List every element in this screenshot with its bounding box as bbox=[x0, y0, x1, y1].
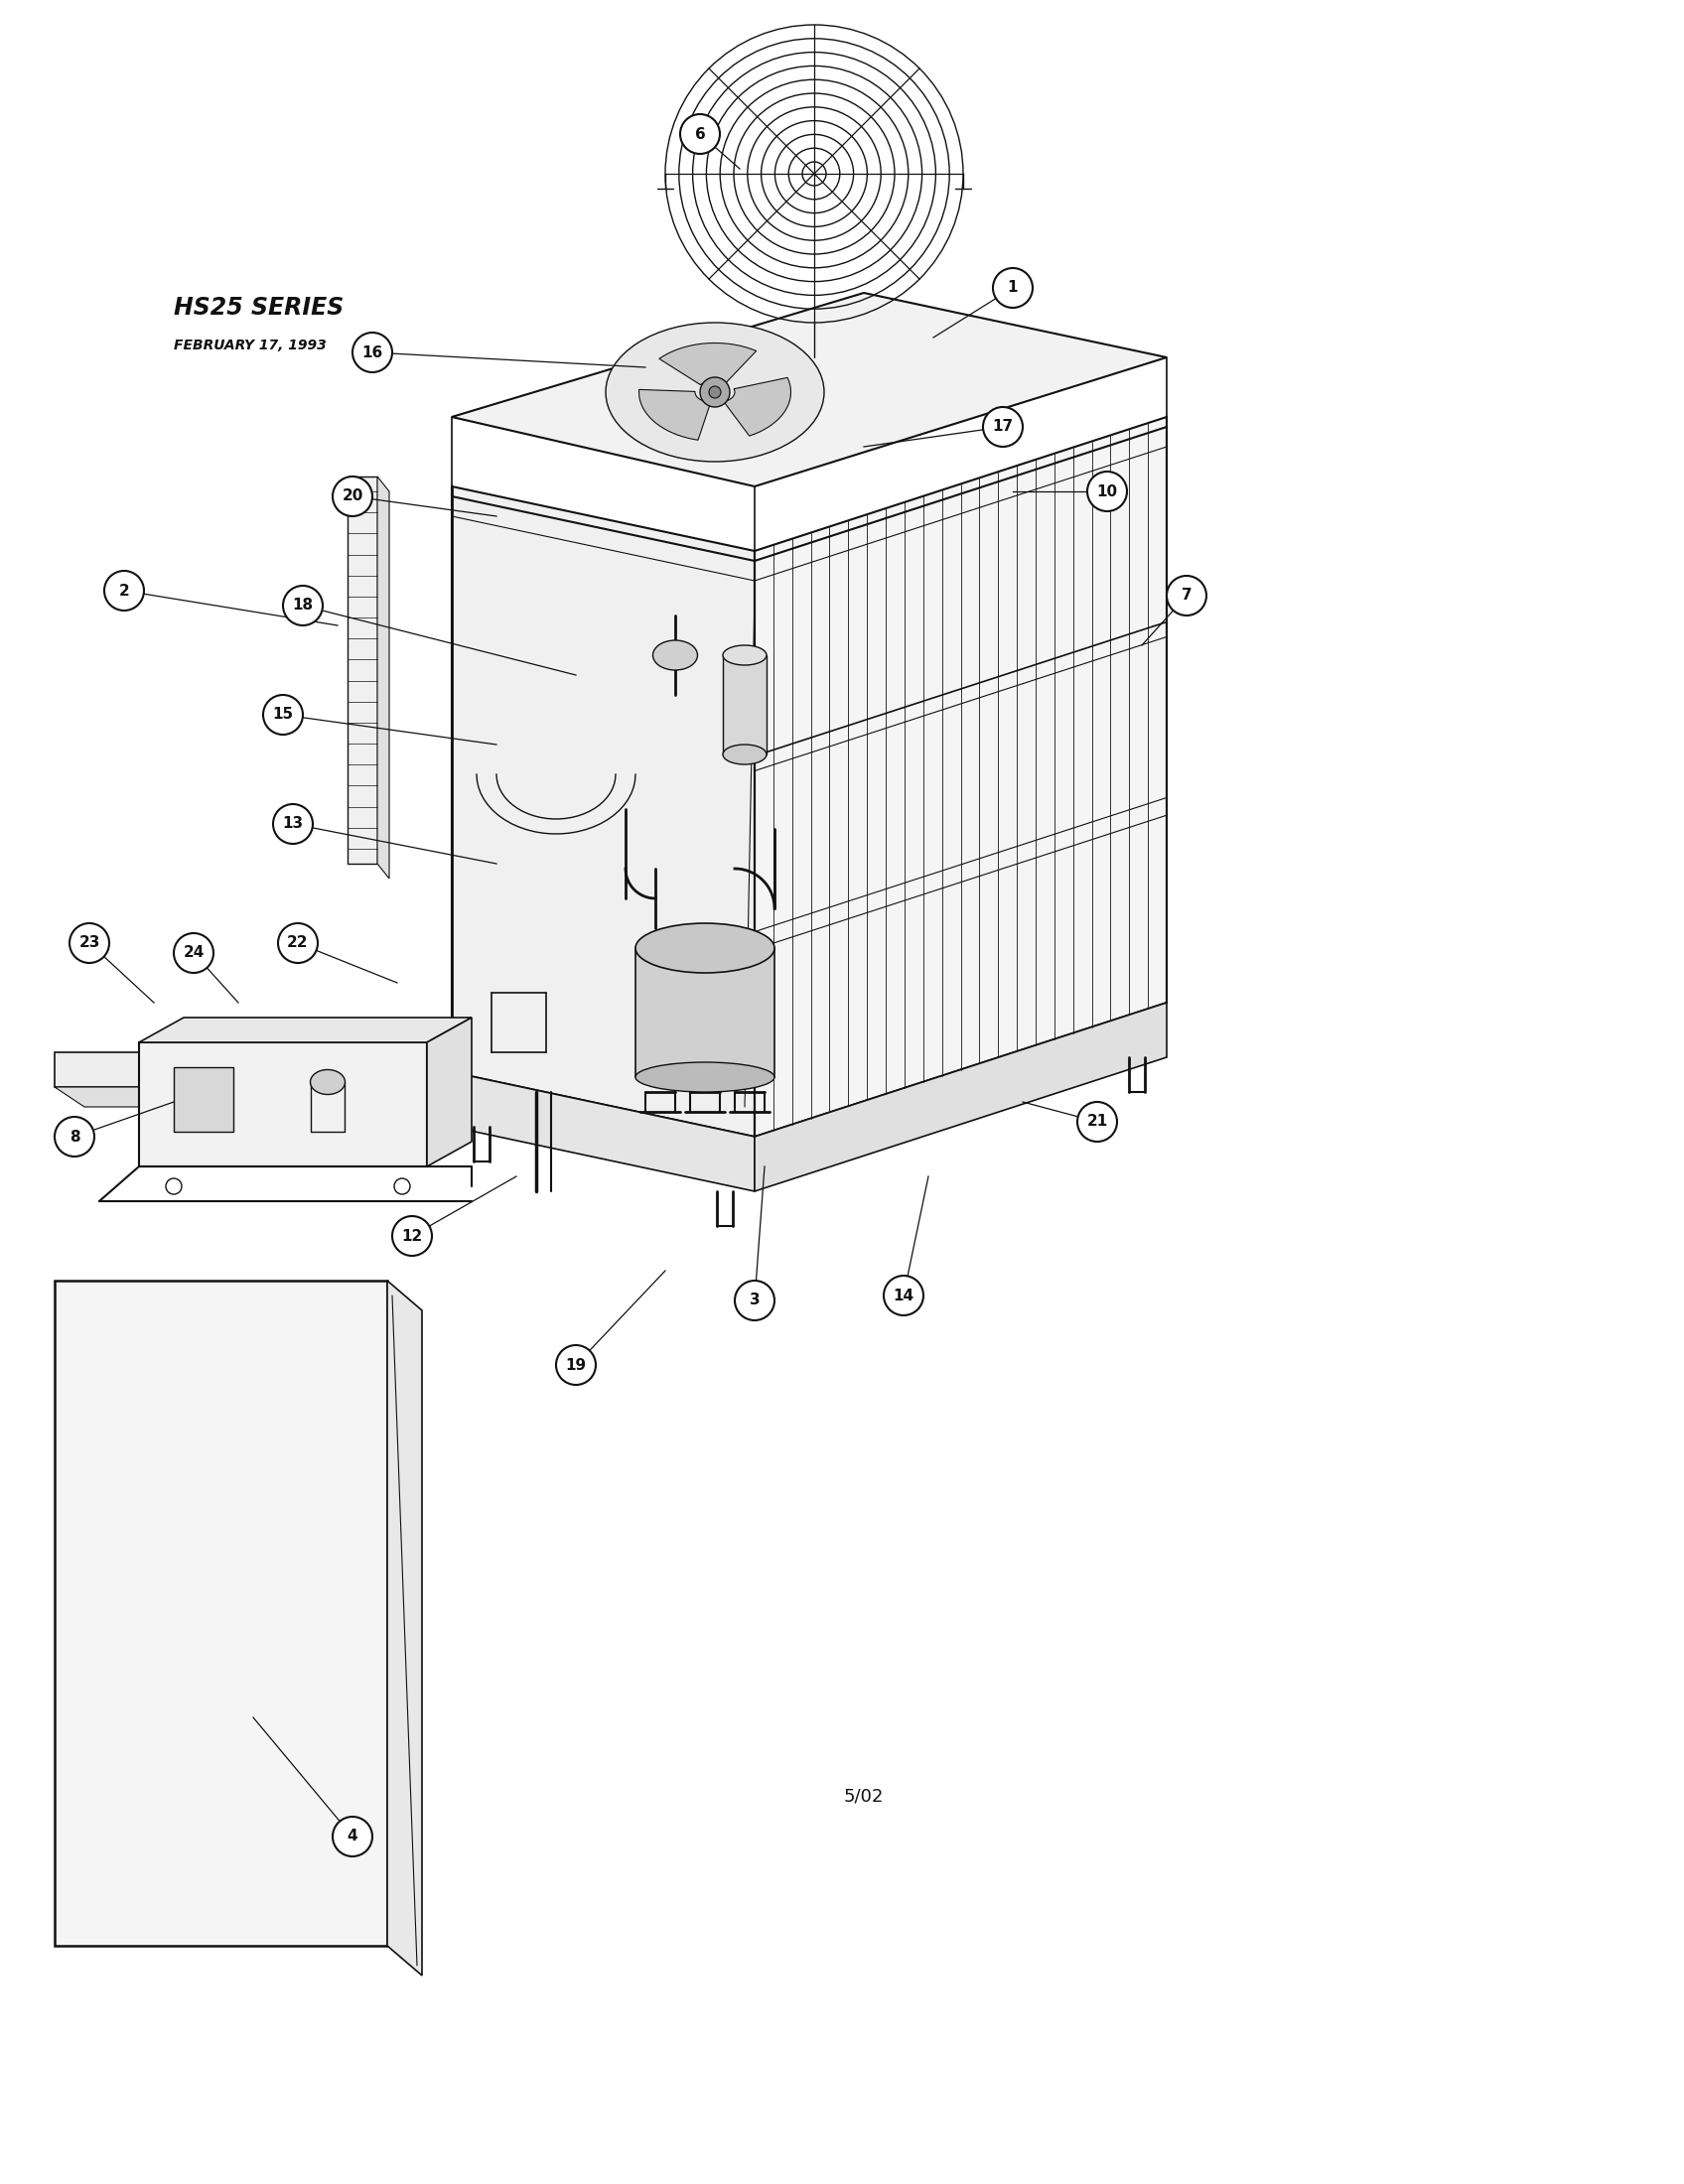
Polygon shape bbox=[451, 293, 1167, 487]
Text: 3: 3 bbox=[749, 1293, 759, 1308]
Circle shape bbox=[734, 1280, 775, 1321]
Circle shape bbox=[278, 924, 318, 963]
Polygon shape bbox=[140, 1042, 428, 1166]
Circle shape bbox=[173, 933, 214, 972]
Ellipse shape bbox=[635, 1061, 775, 1092]
Circle shape bbox=[283, 585, 323, 625]
Circle shape bbox=[392, 1216, 431, 1256]
Circle shape bbox=[701, 378, 729, 406]
Polygon shape bbox=[54, 1280, 387, 1946]
Polygon shape bbox=[140, 1018, 472, 1042]
Polygon shape bbox=[347, 476, 377, 863]
Circle shape bbox=[263, 695, 303, 734]
Polygon shape bbox=[54, 1088, 372, 1107]
Text: 5/02: 5/02 bbox=[844, 1789, 884, 1806]
Ellipse shape bbox=[606, 323, 823, 461]
Circle shape bbox=[54, 1116, 94, 1158]
Text: 2: 2 bbox=[120, 583, 130, 598]
Ellipse shape bbox=[635, 924, 775, 972]
Polygon shape bbox=[451, 487, 754, 1136]
Text: 16: 16 bbox=[362, 345, 382, 360]
Text: 1: 1 bbox=[1007, 280, 1019, 295]
FancyBboxPatch shape bbox=[722, 655, 766, 753]
Polygon shape bbox=[451, 1072, 754, 1190]
Text: 20: 20 bbox=[342, 489, 364, 505]
Text: 22: 22 bbox=[288, 935, 308, 950]
Text: FEBRUARY 17, 1993: FEBRUARY 17, 1993 bbox=[173, 339, 327, 352]
Circle shape bbox=[709, 387, 721, 397]
Text: 17: 17 bbox=[992, 419, 1014, 435]
Text: 14: 14 bbox=[893, 1289, 914, 1304]
Polygon shape bbox=[658, 343, 756, 384]
Polygon shape bbox=[387, 1280, 423, 1977]
Ellipse shape bbox=[722, 745, 766, 764]
Text: 21: 21 bbox=[1086, 1114, 1108, 1129]
Text: 4: 4 bbox=[347, 1830, 357, 1843]
Ellipse shape bbox=[722, 644, 766, 666]
Polygon shape bbox=[377, 476, 389, 878]
Text: 24: 24 bbox=[184, 946, 204, 961]
Polygon shape bbox=[173, 1068, 234, 1131]
Circle shape bbox=[556, 1345, 596, 1385]
Polygon shape bbox=[754, 1002, 1167, 1190]
Ellipse shape bbox=[653, 640, 697, 670]
Polygon shape bbox=[428, 1018, 472, 1166]
Circle shape bbox=[680, 114, 719, 153]
Text: 15: 15 bbox=[273, 708, 293, 723]
Text: 12: 12 bbox=[401, 1227, 423, 1243]
Text: 7: 7 bbox=[1180, 587, 1192, 603]
Circle shape bbox=[352, 332, 392, 371]
Circle shape bbox=[1078, 1103, 1116, 1142]
Circle shape bbox=[1088, 472, 1127, 511]
Circle shape bbox=[69, 924, 109, 963]
Circle shape bbox=[165, 1179, 182, 1195]
Circle shape bbox=[333, 476, 372, 515]
Polygon shape bbox=[638, 389, 711, 439]
Circle shape bbox=[333, 1817, 372, 1856]
Text: 8: 8 bbox=[69, 1129, 79, 1144]
Polygon shape bbox=[54, 1053, 342, 1088]
Text: 6: 6 bbox=[695, 127, 706, 142]
Circle shape bbox=[273, 804, 313, 843]
Circle shape bbox=[394, 1179, 411, 1195]
Text: 23: 23 bbox=[79, 935, 99, 950]
Circle shape bbox=[104, 570, 143, 612]
FancyBboxPatch shape bbox=[635, 948, 775, 1077]
Text: HS25 SERIES: HS25 SERIES bbox=[173, 295, 344, 319]
Text: 10: 10 bbox=[1096, 485, 1118, 498]
Polygon shape bbox=[754, 417, 1167, 1136]
Circle shape bbox=[994, 269, 1032, 308]
Text: 13: 13 bbox=[283, 817, 303, 832]
Ellipse shape bbox=[310, 1070, 345, 1094]
Circle shape bbox=[884, 1275, 923, 1315]
Text: 19: 19 bbox=[566, 1358, 586, 1372]
Circle shape bbox=[983, 406, 1022, 448]
Circle shape bbox=[1167, 577, 1206, 616]
Polygon shape bbox=[724, 378, 791, 437]
Text: 18: 18 bbox=[293, 598, 313, 614]
